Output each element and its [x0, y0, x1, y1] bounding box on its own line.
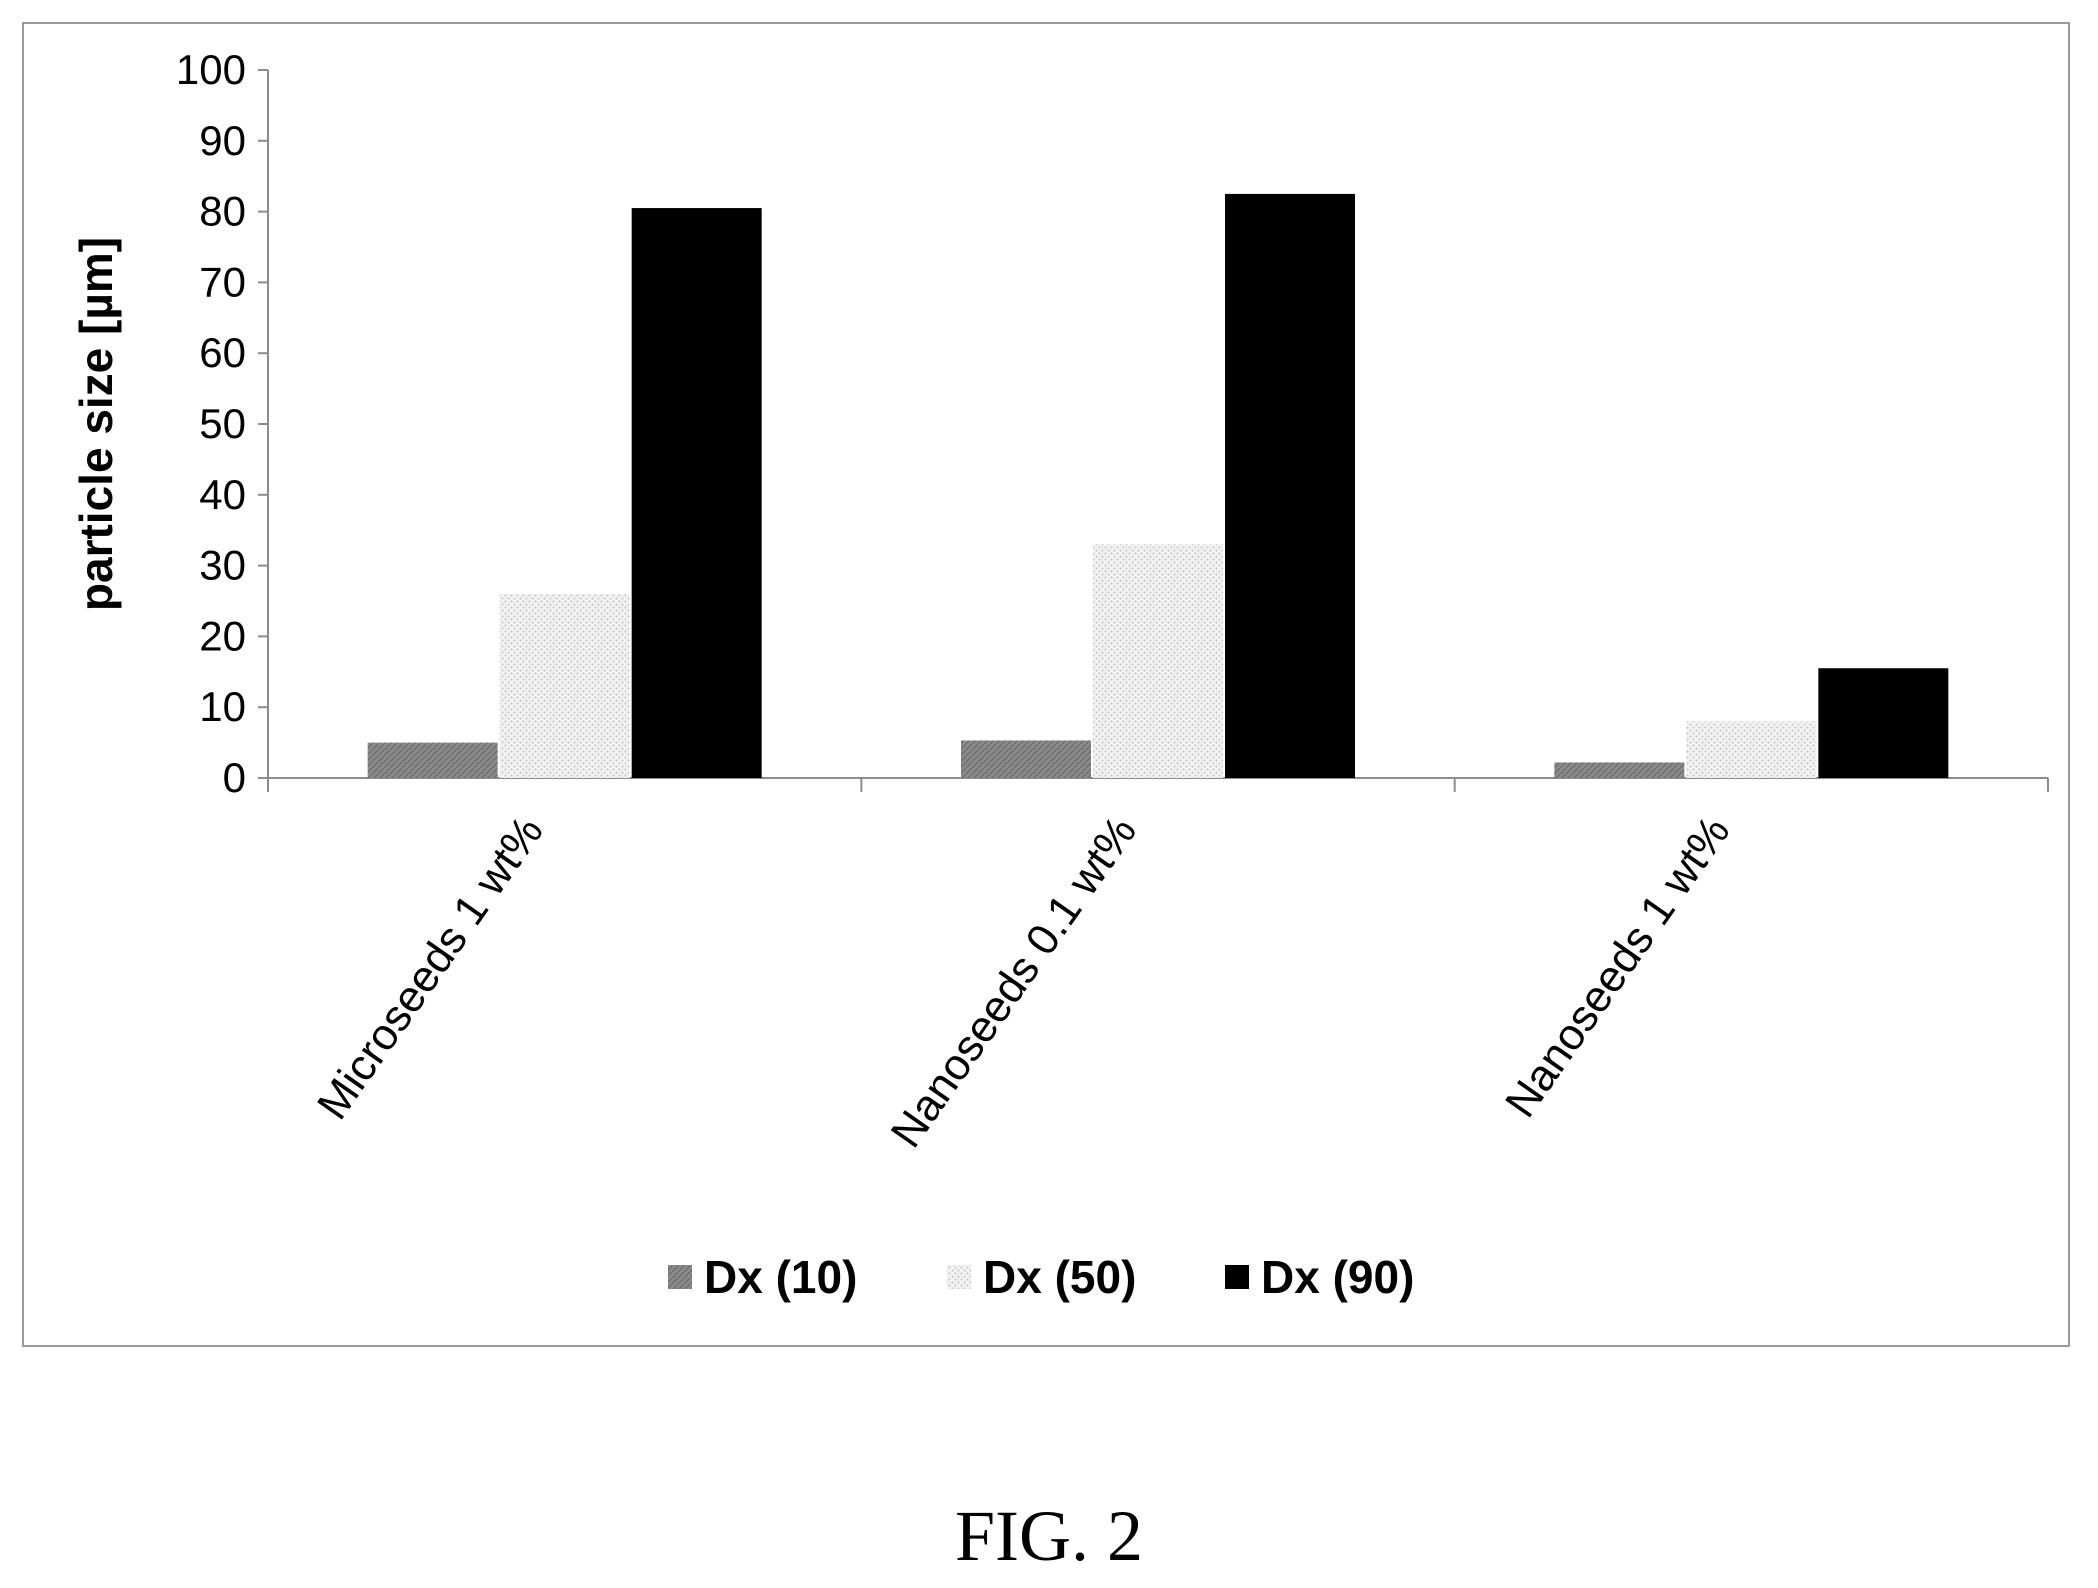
bar-2-3 [1686, 721, 1817, 778]
chart-frame [22, 22, 2070, 1347]
legend-swatch-1 [668, 1265, 692, 1289]
bar-1-1 [367, 742, 498, 778]
legend-swatch-3 [1225, 1265, 1249, 1289]
y-tick-label: 60 [199, 329, 246, 376]
bars [367, 193, 1949, 778]
y-tick-label: 90 [199, 117, 246, 164]
x-category-label: Nanoseeds 0.1 wt% [882, 808, 1147, 1157]
legend-label-1: Dx (10) [704, 1251, 857, 1303]
bar-1-3 [1554, 762, 1685, 778]
legend-swatch-2 [947, 1265, 971, 1289]
bar-3-2 [1225, 193, 1355, 778]
y-tick-label: 100 [176, 46, 246, 93]
bar-2-2 [1093, 544, 1223, 778]
bar-chart: 0 10 20 30 40 50 60 70 80 90 100 particle size [µm]… [70, 46, 2049, 1303]
legend: Dx (10) Dx (50) Dx (90) [668, 1251, 1414, 1303]
bar-3-3 [1818, 668, 1949, 778]
y-tick-label: 50 [199, 400, 246, 447]
y-tick-label: 70 [199, 258, 246, 305]
y-tick-label: 20 [199, 612, 246, 659]
bar-2-1 [499, 593, 630, 778]
bar-3-1 [631, 208, 762, 778]
y-tick-label: 10 [199, 683, 246, 730]
labels: 0 10 20 30 40 50 60 70 80 90 100 particle size [µm]… [70, 46, 1740, 1156]
y-tick-label: 0 [223, 754, 246, 801]
figure-caption: FIG. 2 [954, 1496, 1143, 1576]
x-category-label: Microseeds 1 wt% [308, 808, 553, 1129]
bar-1-2 [961, 740, 1091, 778]
x-category-label: Nanoseeds 1 wt% [1496, 808, 1740, 1127]
y-tick-label: 40 [199, 471, 246, 518]
legend-label-3: Dx (90) [1261, 1251, 1414, 1303]
y-axis-title: particle size [µm] [70, 237, 122, 611]
legend-label-2: Dx (50) [983, 1251, 1136, 1303]
y-tick-label: 80 [199, 188, 246, 235]
y-tick-label: 30 [199, 542, 246, 589]
